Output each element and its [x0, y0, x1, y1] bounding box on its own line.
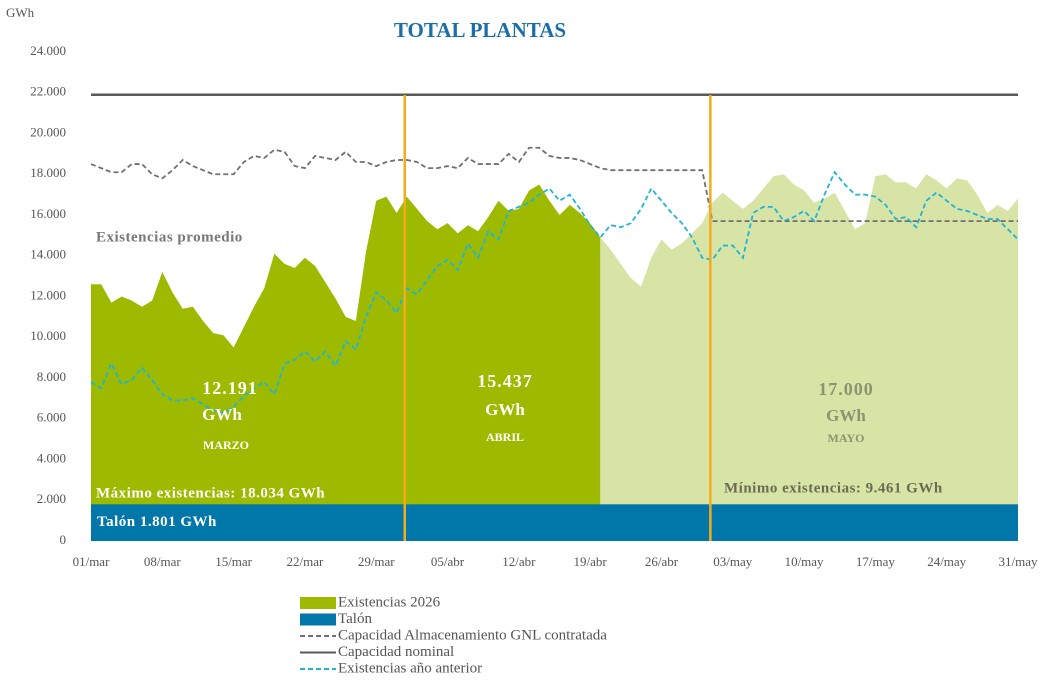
line — [90, 170, 1019, 414]
annotation: 12.191 — [202, 378, 258, 398]
annotation: ABRIL — [486, 430, 524, 444]
area — [600, 174, 1018, 541]
annotation: MARZO — [203, 438, 249, 452]
y-tick-label: 22.000 — [30, 84, 66, 99]
chart-title: TOTAL PLANTAS — [394, 18, 566, 42]
x-tick-label: 15/mar — [215, 554, 252, 569]
y-tick-label: 18.000 — [30, 165, 66, 180]
area — [91, 184, 601, 541]
legend-label: Capacidad nominal — [338, 644, 454, 660]
legend-swatch — [300, 613, 336, 626]
legend-label: Talón — [338, 611, 372, 627]
x-tick-label: 10/may — [785, 554, 824, 569]
y-tick-label: 6.000 — [37, 410, 66, 425]
legend-label: Existencias año anterior — [338, 660, 482, 676]
x-tick-label: 01/mar — [73, 554, 110, 569]
annotation: Existencias promedio — [96, 229, 243, 245]
x-tick-label: 19/abr — [574, 554, 608, 569]
annotation: Mínimo existencias: 9.461 GWh — [724, 480, 943, 496]
y-tick-label: 10.000 — [30, 328, 66, 343]
band-label: Talón 1.801 GWh — [97, 514, 217, 530]
y-tick-label: 2.000 — [37, 491, 66, 506]
annotation: 15.437 — [477, 371, 533, 391]
x-tick-label: 24/may — [927, 554, 966, 569]
x-tick-label: 03/may — [713, 554, 752, 569]
y-tick-label: 12.000 — [30, 287, 66, 302]
y-tick-label: 20.000 — [30, 124, 66, 139]
y-tick-label: 14.000 — [30, 247, 66, 262]
annotation: Máximo existencias: 18.034 GWh — [96, 485, 325, 501]
annotation: MAYO — [828, 431, 865, 445]
band — [91, 504, 1018, 541]
y-tick-label: 8.000 — [37, 369, 66, 384]
legend-label: Existencias 2026 — [338, 594, 441, 610]
x-tick-label: 31/may — [999, 554, 1038, 569]
line — [90, 146, 1018, 223]
x-tick-label: 17/may — [856, 554, 895, 569]
annotation: GWh — [826, 406, 866, 425]
x-tick-label: 05/abr — [431, 554, 465, 569]
x-tick-label: 12/abr — [502, 554, 536, 569]
x-tick-label: 08/mar — [144, 554, 181, 569]
y-tick-label: 24.000 — [30, 43, 66, 58]
annotation: GWh — [485, 400, 525, 419]
x-tick-label: 29/mar — [358, 554, 395, 569]
y-unit: GWh — [6, 5, 35, 20]
annotation: 17.000 — [818, 379, 874, 399]
legend-label: Capacidad Almacenamiento GNL contratada — [338, 627, 607, 643]
x-tick-label: 22/mar — [287, 554, 324, 569]
x-tick-label: 26/abr — [645, 554, 679, 569]
y-tick-label: 0 — [60, 532, 67, 547]
y-tick-label: 4.000 — [37, 450, 66, 465]
annotation: GWh — [202, 405, 242, 424]
y-tick-label: 16.000 — [30, 206, 66, 221]
legend-swatch — [300, 597, 336, 609]
